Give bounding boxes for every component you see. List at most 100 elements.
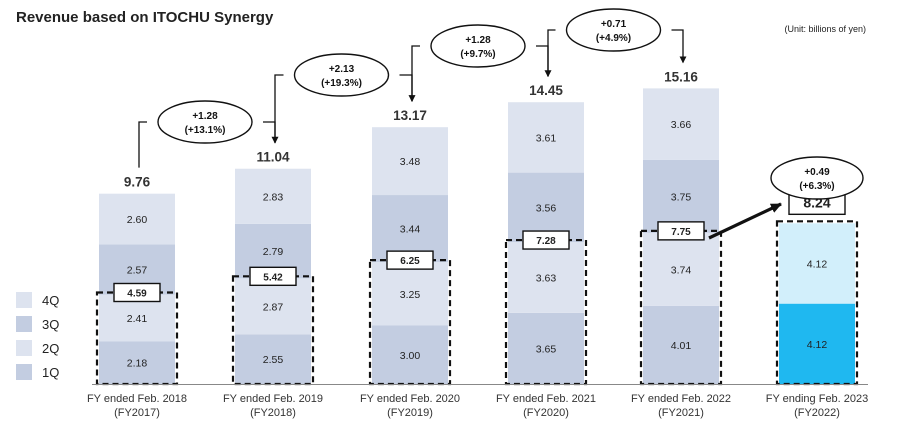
legend-swatch-1q: [16, 364, 32, 380]
total-label-4: 15.16: [664, 69, 698, 84]
growth-value-1: +2.13: [329, 64, 355, 75]
x-tick-sublabel-1: (FY2018): [250, 407, 296, 419]
x-tick-label-4: FY ended Feb. 2022: [631, 393, 731, 405]
growth-connector-right-0: [263, 121, 279, 144]
bar-segment-1q-4: [643, 305, 719, 384]
legend-label-2q: 2Q: [42, 341, 59, 356]
half-total-box-4: [657, 221, 705, 241]
bar-segment-2q-5: [779, 223, 855, 304]
legend-swatch-3q: [16, 316, 32, 332]
growth-connector-right-1: [399, 74, 416, 103]
segment-label-2q-1: 2.87: [263, 301, 284, 313]
half-total-box-2: [386, 250, 434, 270]
x-tick-label-3: FY ended Feb. 2021: [496, 393, 596, 405]
growth-value-4: +0.49: [804, 167, 830, 178]
segment-label-4q-1: 2.83: [263, 191, 284, 203]
growth-ellipse-4: [770, 156, 864, 200]
growth-connector-left-2: [411, 45, 420, 102]
segment-label-1q-2: 3.00: [400, 350, 421, 362]
half-total-label-1: 5.42: [263, 272, 283, 283]
segment-label-3q-4: 3.75: [671, 191, 692, 203]
segment-label-2q-5: 4.12: [807, 258, 828, 270]
bar-segment-1q-1: [235, 334, 311, 384]
legend-label-3q: 3Q: [42, 317, 59, 332]
segment-label-1q-5: 4.12: [807, 339, 828, 351]
segment-label-3q-3: 3.56: [536, 202, 557, 214]
bar-segment-2q-4: [643, 232, 719, 306]
legend: 4Q 3Q 2Q 1Q: [16, 292, 59, 380]
x-tick-sublabel-5: (FY2022): [794, 407, 840, 419]
growth-pct-0: (+13.1%): [185, 125, 226, 136]
chart-title: Revenue based on ITOCHU Synergy: [16, 9, 274, 26]
total-label-2: 13.17: [393, 108, 427, 123]
bar-segment-3q-4: [643, 159, 719, 233]
bar-segment-2q-3: [508, 242, 584, 313]
bar-segment-1q-3: [508, 312, 584, 384]
growth-ellipse-0: [157, 100, 253, 144]
x-axis: FY ended Feb. 2018 (FY2017) FY ended Feb. …: [87, 384, 869, 419]
segment-label-4q-3: 3.61: [536, 132, 557, 144]
growth-ellipse-3: [565, 8, 662, 52]
growth-pct-4: (+6.3%): [799, 181, 834, 192]
half-total-box-1: [249, 266, 297, 287]
segment-label-2q-2: 3.25: [400, 289, 421, 301]
bar-segment-4q-3: [508, 102, 584, 173]
bar-segment-4q-1: [235, 168, 311, 224]
growth-connector-left-0: [138, 121, 147, 168]
half-total-label-4: 7.75: [671, 227, 691, 238]
x-tick-sublabel-0: (FY2017): [114, 407, 160, 419]
segment-label-2q-3: 3.63: [536, 272, 557, 284]
bar-segment-2q-2: [372, 262, 448, 326]
legend-label-4q: 4Q: [42, 293, 59, 308]
unit-note: (Unit: billions of yen): [784, 24, 866, 34]
x-tick-sublabel-4: (FY2021): [658, 407, 704, 419]
segment-label-3q-0: 2.57: [127, 264, 148, 276]
legend-swatch-2q: [16, 340, 32, 356]
segment-label-2q-4: 3.74: [671, 264, 692, 276]
first-half-growth-arrow: [708, 202, 782, 240]
legend-label-1q: 1Q: [42, 365, 59, 380]
segment-label-2q-0: 2.41: [127, 313, 148, 325]
growth-connector-right-3: [671, 29, 687, 64]
growth-pct-3: (+4.9%): [596, 33, 631, 44]
growth-ellipse-2: [430, 24, 526, 68]
total-label-0: 9.76: [124, 175, 151, 190]
legend-swatch-4q: [16, 292, 32, 308]
segment-label-3q-2: 3.44: [400, 224, 421, 236]
growth-value-2: +1.28: [465, 35, 491, 46]
segment-label-1q-4: 4.01: [671, 340, 692, 352]
half-total-box-3: [522, 230, 570, 250]
segment-label-4q-4: 3.66: [671, 119, 692, 131]
bar-segment-1q-2: [372, 325, 448, 384]
bar-segment-4q-4: [643, 88, 719, 160]
x-tick-label-1: FY ended Feb. 2019: [223, 393, 323, 405]
growth-annotations: +1.28 (+13.1%) +2.13 (+19.3%) +1.28 (+9.7%) +0…: [138, 8, 864, 240]
x-tick-label-2: FY ended Feb. 2020: [360, 393, 460, 405]
half-total-label-3: 7.28: [536, 236, 556, 247]
half-total-label-0: 4.59: [127, 288, 147, 299]
growth-value-0: +1.28: [192, 111, 218, 122]
bar-segment-1q-0: [99, 341, 175, 384]
x-tick-sublabel-3: (FY2020): [523, 407, 569, 419]
segment-label-1q-1: 2.55: [263, 354, 284, 366]
x-tick-label-0: FY ended Feb. 2018: [87, 393, 187, 405]
growth-pct-2: (+9.7%): [460, 49, 495, 60]
half-total-label-2: 6.25: [400, 256, 420, 267]
growth-connector-left-1: [274, 74, 284, 143]
bar-segment-1q-5: [779, 303, 855, 384]
bar-segment-4q-0: [99, 193, 175, 245]
growth-connector-left-3: [547, 29, 556, 77]
segment-label-1q-3: 3.65: [536, 343, 557, 355]
x-tick-label-5: FY ending Feb. 2023: [766, 393, 869, 405]
growth-ellipse-1: [293, 53, 390, 97]
growth-connector-right-2: [536, 45, 552, 78]
half-total-box-0: [113, 282, 161, 303]
bar-segment-2q-0: [99, 294, 175, 342]
growth-pct-1: (+19.3%): [321, 78, 362, 89]
bar-segment-2q-1: [235, 278, 311, 335]
segment-label-4q-2: 3.48: [400, 156, 421, 168]
total-label-3: 14.45: [529, 83, 563, 98]
bar-segment-4q-2: [372, 127, 448, 196]
x-tick-sublabel-2: (FY2019): [387, 407, 433, 419]
